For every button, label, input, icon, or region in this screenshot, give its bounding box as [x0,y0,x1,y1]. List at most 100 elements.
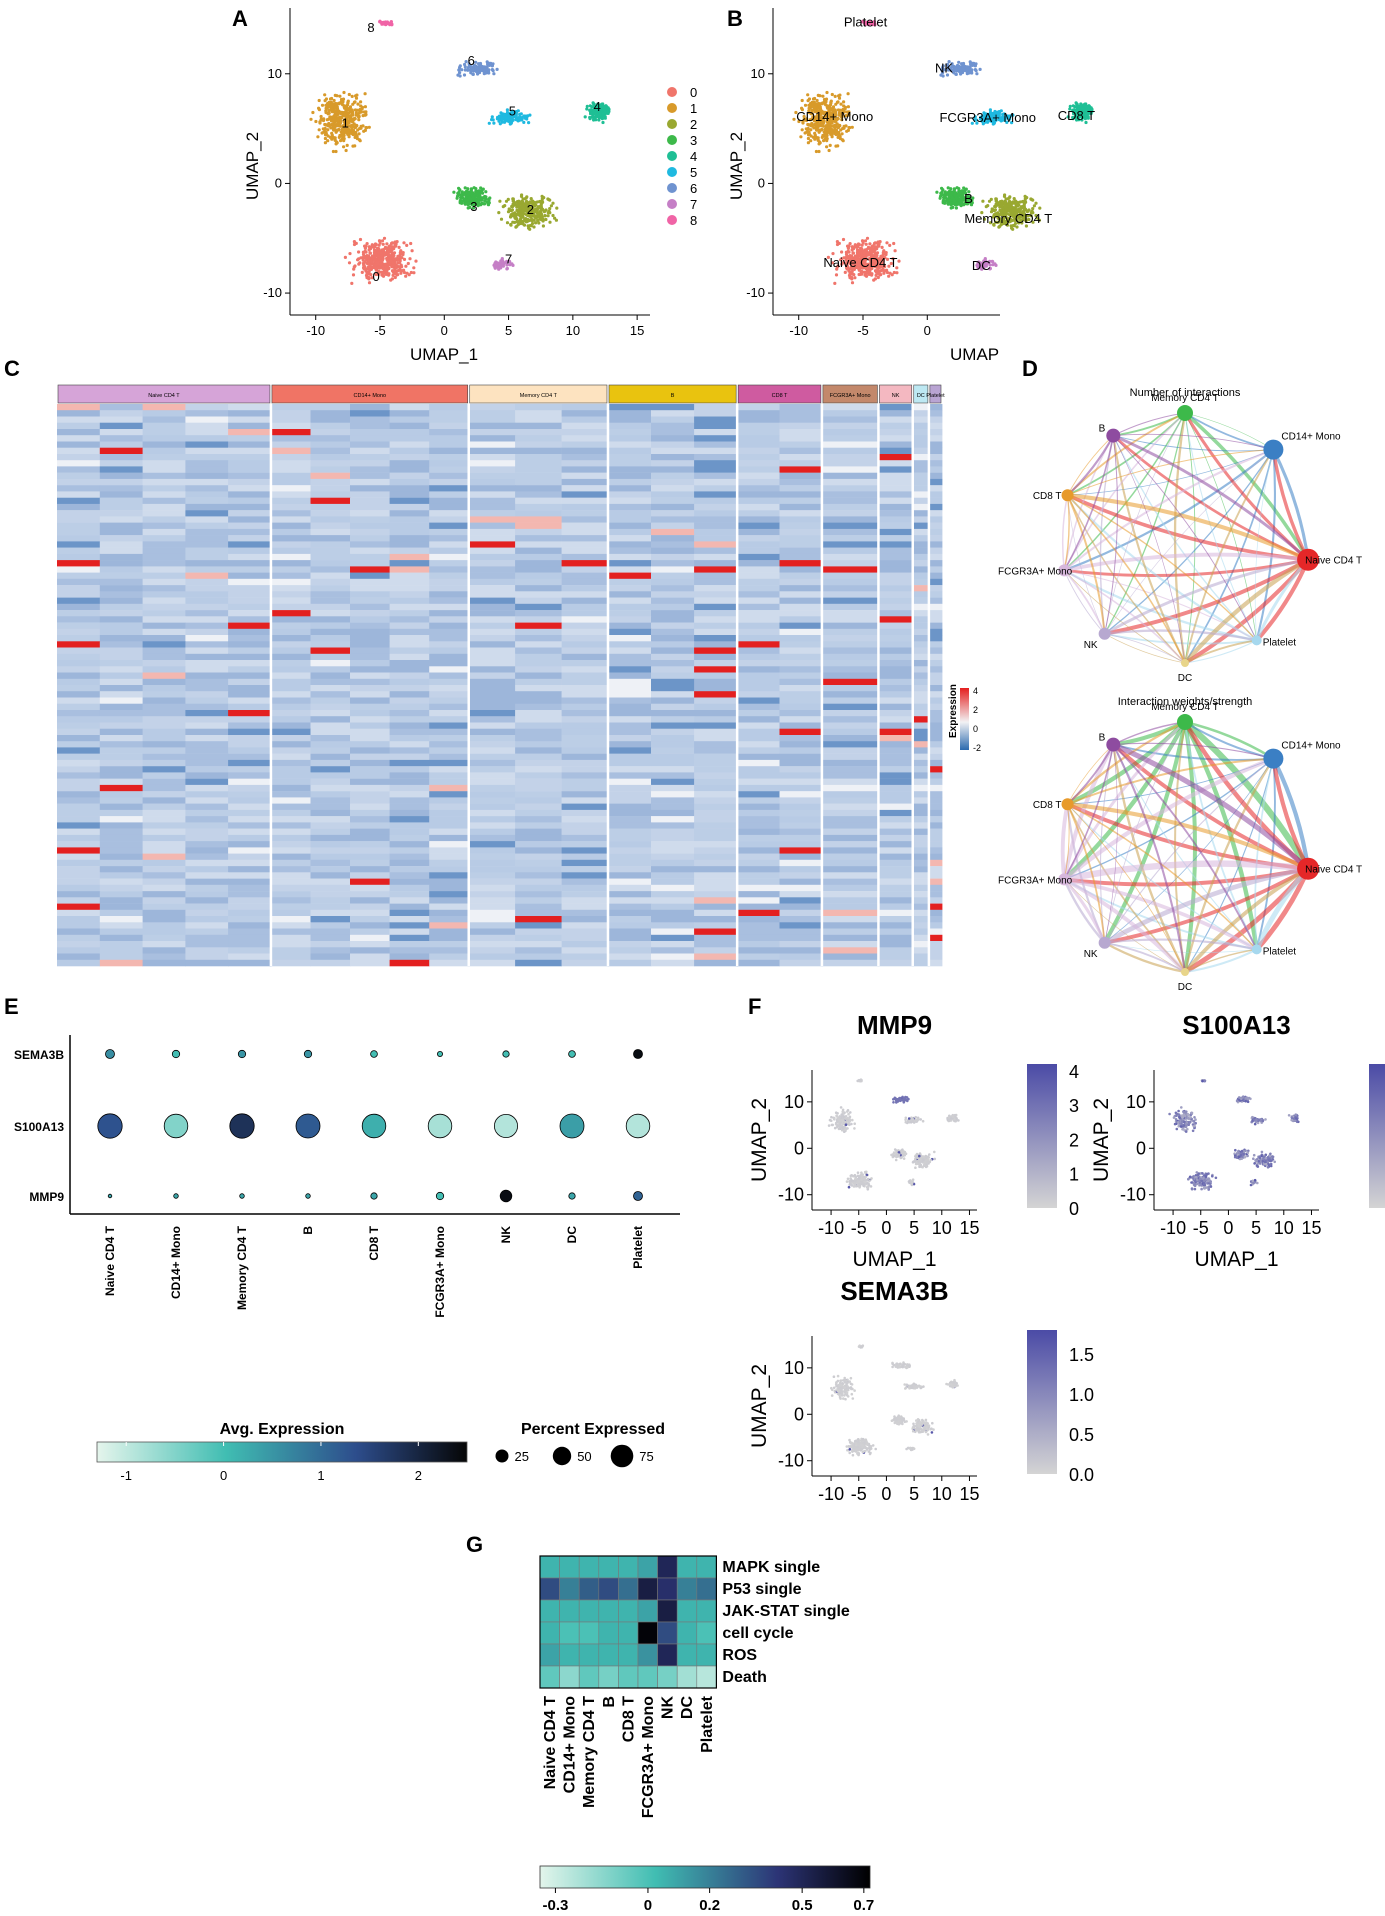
heatmap-cell [429,803,470,811]
heatmap-cell [99,541,143,548]
heatmap-cell [142,422,186,430]
heatmap-cell [270,691,311,698]
umap-point [527,209,532,213]
heatmap-cell [185,628,229,636]
heatmap-cell [228,941,272,948]
heatmap-cell [389,572,430,580]
umap-point [551,213,555,218]
heatmap-cell [468,522,516,530]
umap-point [379,262,383,267]
heatmap-cell [515,585,562,592]
umap-point [392,253,396,258]
umap-point [481,196,485,200]
heatmap-cell [429,784,470,792]
umap-point [540,194,544,198]
heatmap-cell [389,641,430,648]
heatmap-cell [429,853,470,861]
umap-point [452,190,456,194]
heatmap-cell [694,541,738,548]
heatmap-cell [561,472,609,480]
umap-point [601,120,605,125]
umap-point [599,103,603,107]
umap-point [495,117,499,121]
heatmap-cell [185,497,229,505]
heatmap-cell [99,472,143,480]
heatmap-cell [651,585,695,592]
heatmap-cell [350,441,390,448]
heatmap-cell [185,429,229,436]
heatmap-cell [389,922,430,929]
umap-point [354,94,358,98]
heatmap-cell [651,641,695,648]
umap-point [520,193,524,197]
heatmap-cell [350,772,390,779]
heatmap-cell [270,660,311,667]
heatmap-cell [429,610,470,617]
heatmap-cell [429,685,470,692]
umap-point [317,128,321,132]
heatmap-cell [608,766,652,773]
heatmap-cell [515,441,562,448]
heatmap-cell [57,478,101,486]
heatmap-cell [228,510,272,517]
heatmap-cell [429,772,470,779]
umap-point [458,74,462,78]
heatmap-cell [561,778,609,786]
heatmap-cell [228,722,272,729]
heatmap-cell [561,460,609,467]
heatmap-cell [310,866,351,873]
umap-point [846,92,850,96]
heatmap-cell [694,616,738,623]
heatmap-cell [561,697,609,704]
umap-point [524,202,528,206]
heatmap-cell [228,435,272,442]
umap-point [1010,226,1014,230]
heatmap-cell [561,822,609,829]
heatmap-cell [142,510,186,517]
heatmap-cell [694,591,738,598]
umap-point [338,94,342,98]
umap-point [323,141,327,145]
legend-label: 1 [690,101,697,116]
umap-point [952,187,956,191]
umap-point [381,257,385,261]
heatmap-cell [350,766,390,773]
umap-point [345,103,350,107]
heatmap-cell [468,834,516,842]
umap-point [868,270,872,274]
umap-point [323,136,327,141]
heatmap-cell [468,703,516,711]
umap-point [828,103,833,107]
heatmap-cell [310,903,351,911]
heatmap-cell [515,778,562,786]
heatmap-cell [608,628,652,636]
umap-point [330,96,334,101]
heatmap-cell [468,466,516,473]
umap-point [364,269,368,273]
umap-point [515,217,519,221]
umap-point [969,62,973,67]
heatmap-cell [350,847,390,854]
heatmap-cell [468,809,516,817]
umap-point [526,114,530,118]
heatmap-cell [142,791,186,798]
heatmap-cell [270,641,311,648]
umap-point [349,108,353,112]
umap-a-points [309,19,611,285]
umap-point [412,266,416,270]
heatmap-cell [99,722,143,729]
umap-point [1023,197,1027,201]
heatmap-cell [651,591,695,598]
heatmap-cell [515,566,562,573]
umap-point [529,214,533,218]
heatmap-cell [350,747,390,754]
heatmap-cell [561,441,609,448]
heatmap-cell [561,735,609,742]
heatmap-cell [651,410,695,417]
heatmap-cell [270,797,311,804]
heatmap-cell [270,585,311,592]
heatmap-cell [389,828,430,836]
heatmap-cell [142,897,186,904]
umap-point [342,104,347,108]
heatmap-cell [270,828,311,836]
